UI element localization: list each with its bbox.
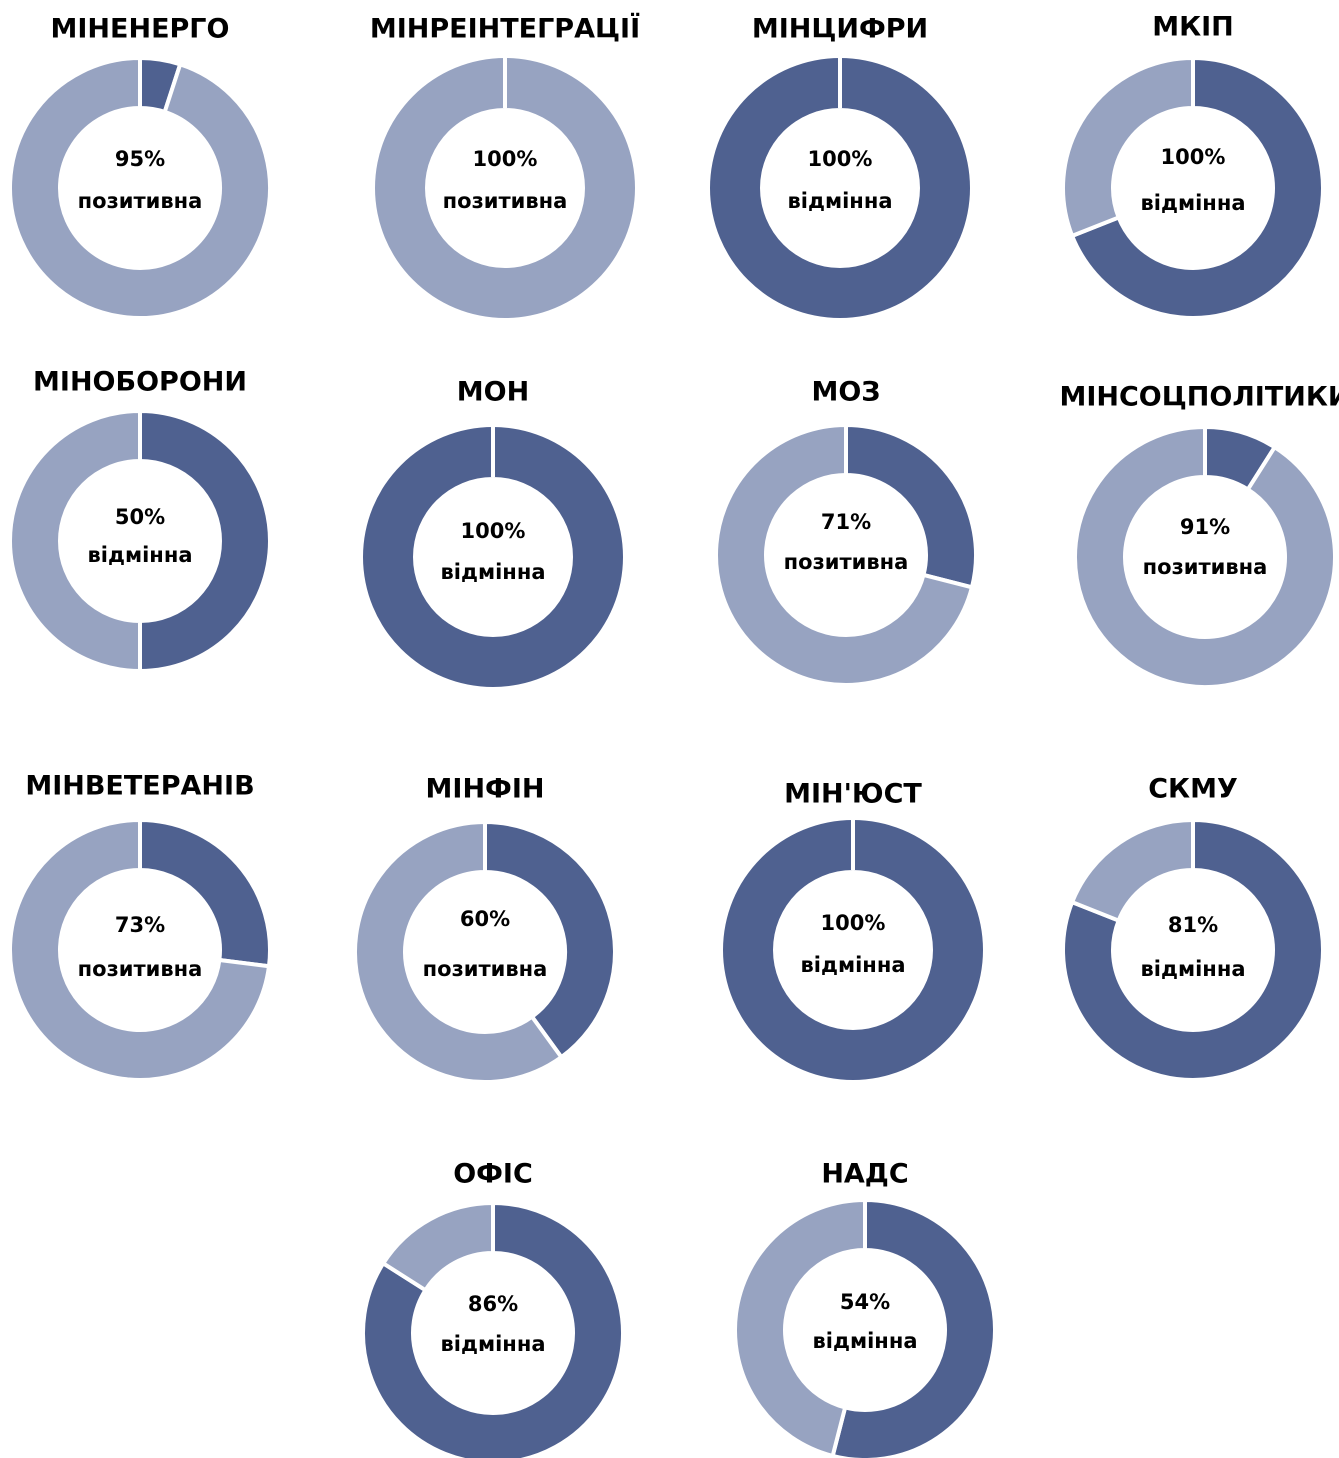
donut-segment [1073,424,1337,689]
chart-title: МІНРЕІНТЕГРАЦІЇ [370,13,640,45]
donut-chart: ОФІС 86% відмінна [361,1159,625,1458]
center-value: 71% [821,510,871,534]
center-text: позитивна [1143,555,1268,579]
center-text: відмінна [813,1329,918,1353]
center-value: 100% [821,911,886,935]
donut-segment [353,819,565,1084]
donut-segment [710,58,970,318]
donut-segment [1069,817,1195,924]
center-text: відмінна [441,560,546,584]
donut-chart: МІНВЕТЕРАНІВ 73% позитивна [8,771,272,1082]
donut-chart: МІНЦИФРИ 100% відмінна [710,14,970,318]
donut-segment [380,1200,495,1293]
donut-chart: МОЗ 71% позитивна [714,377,978,687]
chart-title: МОН [457,377,529,408]
donut-segment [138,817,272,969]
donut-segment [1061,817,1325,1082]
donut-segment [361,1200,625,1458]
center-text: позитивна [423,957,548,981]
center-value: 100% [473,147,538,171]
donut-chart: МІНСОЦПОЛІТИКИ 91% позитивна [1059,382,1339,689]
chart-title: СКМУ [1148,774,1238,805]
center-value: 54% [840,1290,890,1314]
center-text: позитивна [78,957,203,981]
chart-title: МКІП [1152,12,1234,43]
center-value: 86% [468,1292,518,1316]
donut-segment [375,58,635,318]
center-text: відмінна [801,953,906,977]
donut-chart: МОН 100% відмінна [363,377,623,687]
chart-title: МІНФІН [426,774,545,805]
donut-segment [138,408,272,674]
center-text: відмінна [441,1332,546,1356]
center-text: відмінна [1141,957,1246,981]
chart-title: МІНЕНЕРГО [51,14,230,45]
donut-segment [8,817,272,1082]
center-text: відмінна [788,189,893,213]
donut-chart: НАДС 54% відмінна [733,1159,997,1458]
center-text: позитивна [78,189,203,213]
center-value: 95% [115,147,165,171]
donut-chart: МІН'ЮСТ 100% відмінна [723,779,983,1080]
center-value: 100% [461,519,526,543]
donut-chart: МКІП 100% відмінна [1061,12,1325,320]
donut-segment [8,408,142,674]
center-value: 100% [1161,145,1226,169]
center-value: 100% [808,147,873,171]
donut-chart: СКМУ 81% відмінна [1061,774,1325,1082]
donut-segment [714,422,975,687]
donut-chart: МІНФІН 60% позитивна [353,774,617,1084]
donut-segment [1061,55,1195,239]
center-value: 81% [1168,913,1218,937]
donut-segment [723,820,983,1080]
center-text: позитивна [443,189,568,213]
donut-segment [363,427,623,687]
chart-title: МІН'ЮСТ [784,779,922,810]
donut-chart: МІНОБОРОНИ 50% відмінна [8,367,272,674]
chart-title: МІНЦИФРИ [752,14,928,45]
center-value: 50% [115,505,165,529]
donut-segment [483,819,617,1060]
donut-segment [733,1197,867,1458]
center-text: відмінна [1141,191,1246,215]
donut-chart: МІНЕНЕРГО 95% позитивна [8,14,272,320]
center-text: позитивна [784,550,909,574]
donut-segment [844,422,978,590]
donut-chart: МІНРЕІНТЕГРАЦІЇ 100% позитивна [370,13,640,318]
donut-segment [8,55,272,320]
center-value: 60% [460,907,510,931]
chart-title: МІНВЕТЕРАНІВ [25,771,254,802]
chart-title: МІНСОЦПОЛІТИКИ [1059,382,1339,413]
chart-title: ОФІС [453,1159,533,1190]
chart-title: МІНОБОРОНИ [33,367,247,398]
center-value: 91% [1180,515,1230,539]
center-text: відмінна [88,543,193,567]
chart-title: НАДС [821,1159,908,1190]
donut-segment [830,1197,997,1458]
donut-segment [1069,55,1325,320]
center-value: 73% [115,913,165,937]
chart-title: МОЗ [811,377,880,408]
